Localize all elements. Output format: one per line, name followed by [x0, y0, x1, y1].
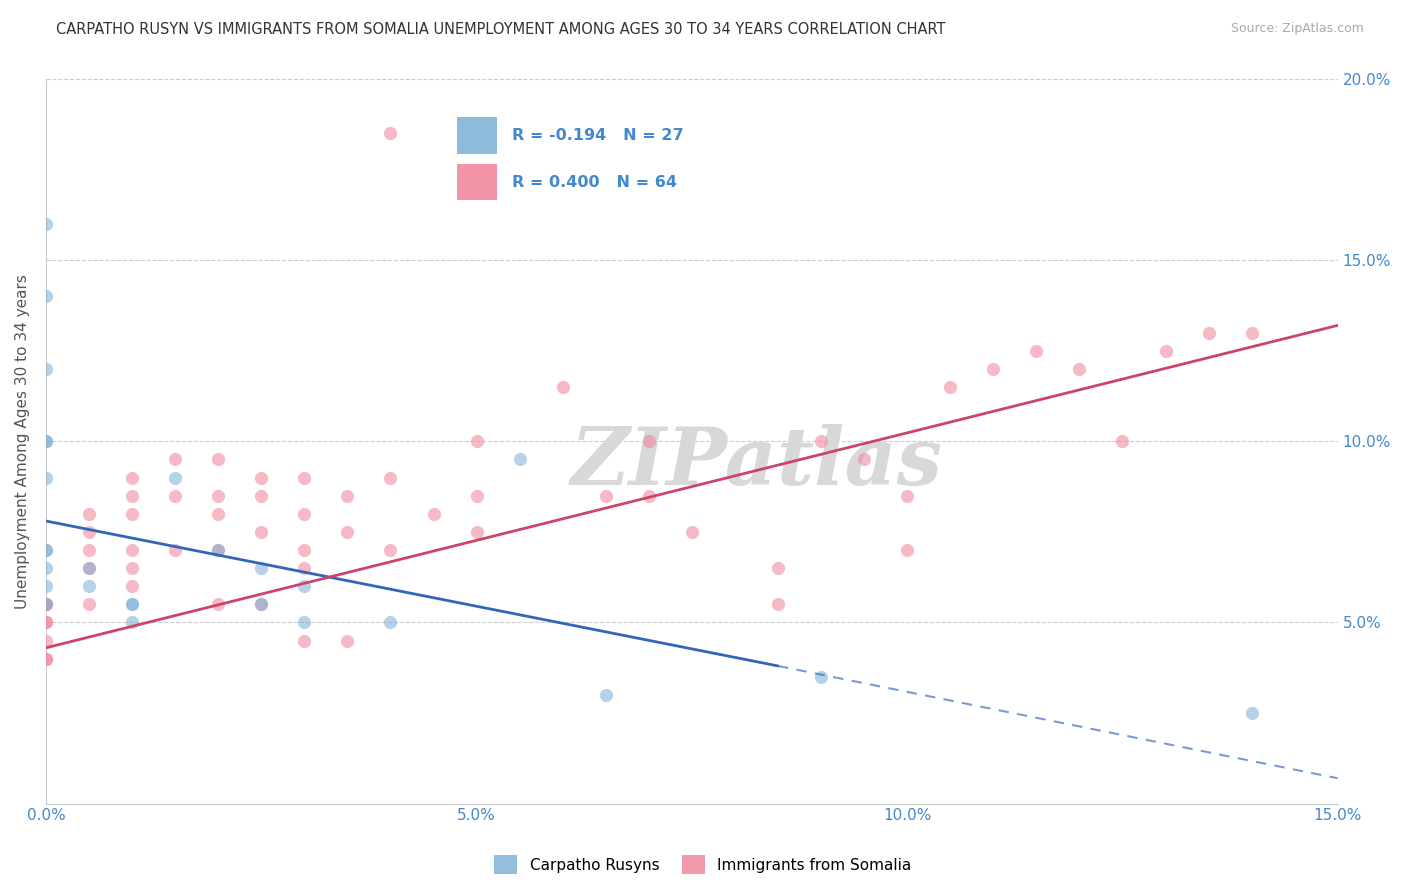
- Point: [207, 489, 229, 503]
- Point: [681, 524, 703, 539]
- Point: [35, 561, 58, 575]
- Point: [1240, 706, 1263, 720]
- Point: [121, 561, 143, 575]
- Point: [35, 615, 58, 630]
- Point: [1240, 326, 1263, 340]
- Point: [121, 470, 143, 484]
- Point: [207, 507, 229, 521]
- Point: [250, 470, 273, 484]
- Point: [121, 598, 143, 612]
- Point: [250, 598, 273, 612]
- Point: [465, 489, 488, 503]
- Point: [292, 470, 315, 484]
- Point: [207, 543, 229, 558]
- Point: [380, 126, 402, 140]
- Point: [465, 524, 488, 539]
- Point: [292, 633, 315, 648]
- Point: [810, 670, 832, 684]
- Point: [35, 579, 58, 593]
- Point: [1025, 343, 1047, 358]
- Point: [853, 452, 876, 467]
- Point: [121, 507, 143, 521]
- Point: [35, 598, 58, 612]
- Point: [336, 633, 359, 648]
- Point: [165, 543, 187, 558]
- Point: [810, 434, 832, 449]
- Point: [35, 543, 58, 558]
- Point: [165, 489, 187, 503]
- Point: [165, 452, 187, 467]
- Point: [77, 579, 100, 593]
- Point: [35, 434, 58, 449]
- Point: [121, 579, 143, 593]
- Point: [35, 289, 58, 303]
- Point: [896, 489, 918, 503]
- Point: [77, 561, 100, 575]
- Point: [77, 524, 100, 539]
- Point: [121, 615, 143, 630]
- Text: CARPATHO RUSYN VS IMMIGRANTS FROM SOMALIA UNEMPLOYMENT AMONG AGES 30 TO 34 YEARS: CARPATHO RUSYN VS IMMIGRANTS FROM SOMALI…: [56, 22, 946, 37]
- Point: [35, 361, 58, 376]
- Point: [1198, 326, 1220, 340]
- Point: [336, 489, 359, 503]
- Point: [35, 615, 58, 630]
- Point: [77, 507, 100, 521]
- Point: [250, 561, 273, 575]
- Point: [35, 470, 58, 484]
- Point: [380, 615, 402, 630]
- Point: [35, 543, 58, 558]
- Point: [380, 470, 402, 484]
- Point: [509, 452, 531, 467]
- Point: [292, 615, 315, 630]
- Point: [1154, 343, 1177, 358]
- Point: [422, 507, 444, 521]
- Point: [939, 380, 962, 394]
- Point: [292, 561, 315, 575]
- Point: [637, 434, 659, 449]
- Point: [35, 633, 58, 648]
- Point: [121, 543, 143, 558]
- Point: [35, 651, 58, 665]
- Legend: Carpatho Rusyns, Immigrants from Somalia: Carpatho Rusyns, Immigrants from Somalia: [488, 849, 918, 880]
- Point: [165, 470, 187, 484]
- Point: [292, 507, 315, 521]
- Point: [250, 598, 273, 612]
- Point: [35, 651, 58, 665]
- Point: [207, 543, 229, 558]
- Point: [1111, 434, 1133, 449]
- Point: [250, 489, 273, 503]
- Point: [981, 361, 1004, 376]
- Point: [77, 543, 100, 558]
- Point: [896, 543, 918, 558]
- Point: [595, 489, 617, 503]
- Point: [637, 489, 659, 503]
- Point: [77, 561, 100, 575]
- Point: [766, 561, 789, 575]
- Text: Source: ZipAtlas.com: Source: ZipAtlas.com: [1230, 22, 1364, 36]
- Point: [35, 434, 58, 449]
- Point: [35, 217, 58, 231]
- Text: ZIPatlas: ZIPatlas: [571, 425, 942, 502]
- Point: [595, 688, 617, 702]
- Point: [250, 524, 273, 539]
- Point: [121, 489, 143, 503]
- Point: [35, 598, 58, 612]
- Point: [336, 524, 359, 539]
- Point: [207, 598, 229, 612]
- Point: [292, 579, 315, 593]
- Point: [1069, 361, 1091, 376]
- Y-axis label: Unemployment Among Ages 30 to 34 years: Unemployment Among Ages 30 to 34 years: [15, 274, 30, 608]
- Point: [207, 452, 229, 467]
- Point: [292, 543, 315, 558]
- Point: [551, 380, 574, 394]
- Point: [121, 598, 143, 612]
- Point: [77, 598, 100, 612]
- Point: [35, 598, 58, 612]
- Point: [465, 434, 488, 449]
- Point: [380, 543, 402, 558]
- Point: [766, 598, 789, 612]
